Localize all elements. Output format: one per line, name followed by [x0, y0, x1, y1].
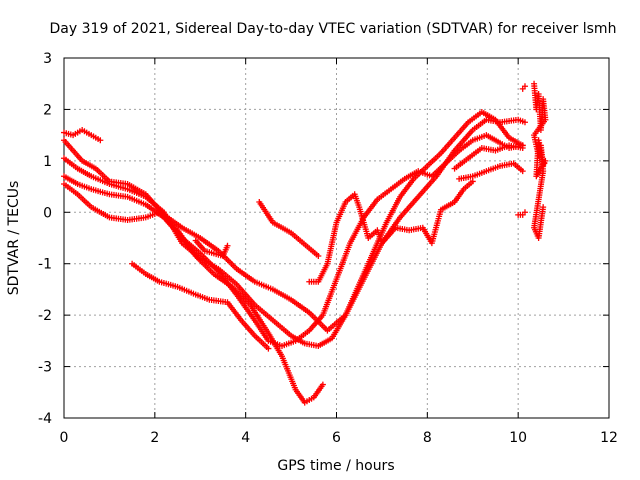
series-arc-10 — [456, 160, 526, 182]
x-tick-label: 10 — [509, 430, 527, 446]
series-arc-1 — [61, 127, 104, 144]
x-tick-label: 12 — [600, 430, 618, 446]
data-point — [521, 83, 528, 90]
data-point — [315, 253, 322, 259]
x-tick-label: 8 — [423, 430, 432, 446]
series-arc-3 — [61, 109, 526, 349]
series-arc-6 — [129, 260, 272, 352]
series-arc-13 — [531, 80, 549, 241]
x-axis-label: GPS time / hours — [277, 458, 394, 474]
data-point — [265, 345, 272, 352]
y-tick-label: -3 — [38, 360, 52, 376]
grid — [64, 58, 609, 418]
x-tick-label: 4 — [241, 430, 250, 446]
data-points — [61, 80, 549, 406]
x-tick-label: 0 — [60, 430, 69, 446]
y-tick-label: 2 — [43, 102, 52, 118]
data-point — [521, 119, 528, 126]
x-tick-label: 2 — [150, 430, 159, 446]
series-arc-5 — [61, 181, 326, 406]
data-point — [319, 381, 326, 388]
data-point — [97, 137, 104, 144]
y-tick-label: -4 — [38, 411, 52, 427]
y-tick-label: -2 — [38, 308, 52, 324]
y-axis-label: SDTVAR / TECUs — [6, 181, 22, 296]
y-tick-label: 3 — [43, 51, 52, 67]
series-arc-9 — [306, 178, 476, 285]
chart-title: Day 319 of 2021, Sidereal Day-to-day VTE… — [50, 21, 617, 37]
data-point — [521, 209, 528, 216]
x-tick-label: 6 — [332, 430, 341, 446]
data-point — [469, 178, 476, 185]
series-arc-12 — [519, 83, 528, 92]
data-point — [519, 145, 526, 151]
series-arc-7 — [192, 237, 231, 259]
series-arc-11 — [515, 209, 528, 218]
data-point — [540, 204, 547, 211]
data-point — [519, 168, 526, 175]
series-arc-8 — [256, 199, 322, 259]
y-tick-label: 0 — [43, 205, 52, 221]
series-arc-14 — [451, 142, 526, 172]
y-tick-label: 1 — [43, 154, 52, 170]
y-tick-label: -1 — [38, 257, 52, 273]
data-point — [224, 242, 231, 249]
